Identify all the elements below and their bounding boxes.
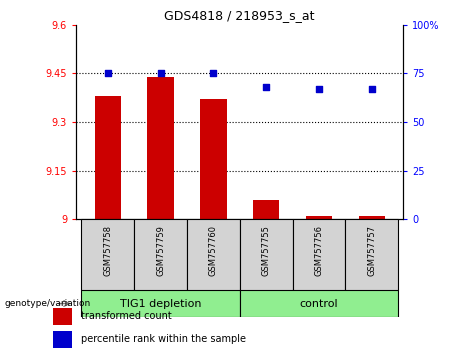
Bar <box>200 99 226 219</box>
Bar <box>53 331 72 348</box>
Point <box>210 70 217 76</box>
Text: control: control <box>300 298 338 309</box>
Text: GSM757760: GSM757760 <box>209 225 218 276</box>
Text: genotype/variation: genotype/variation <box>5 299 91 308</box>
Text: GSM757757: GSM757757 <box>367 225 376 276</box>
Point <box>368 86 375 92</box>
Bar <box>306 216 332 219</box>
Bar <box>293 219 345 290</box>
Bar <box>134 219 187 290</box>
Point <box>157 70 164 76</box>
Text: percentile rank within the sample: percentile rank within the sample <box>81 335 246 344</box>
Bar <box>359 216 385 219</box>
Bar <box>95 96 121 219</box>
Title: GDS4818 / 218953_s_at: GDS4818 / 218953_s_at <box>165 9 315 22</box>
Bar <box>81 219 134 290</box>
Point <box>315 86 323 92</box>
Text: GSM757756: GSM757756 <box>314 225 324 276</box>
Point <box>262 84 270 90</box>
Text: TIG1 depletion: TIG1 depletion <box>120 298 201 309</box>
Bar <box>240 290 398 317</box>
Bar <box>253 200 279 219</box>
Point <box>104 70 112 76</box>
Bar <box>148 77 174 219</box>
Bar <box>53 308 72 325</box>
Bar <box>240 219 293 290</box>
Bar <box>81 290 240 317</box>
Text: GSM757755: GSM757755 <box>261 225 271 276</box>
Text: GSM757758: GSM757758 <box>103 225 112 276</box>
Text: GSM757759: GSM757759 <box>156 225 165 276</box>
Text: transformed count: transformed count <box>81 312 171 321</box>
Bar <box>345 219 398 290</box>
Bar <box>187 219 240 290</box>
